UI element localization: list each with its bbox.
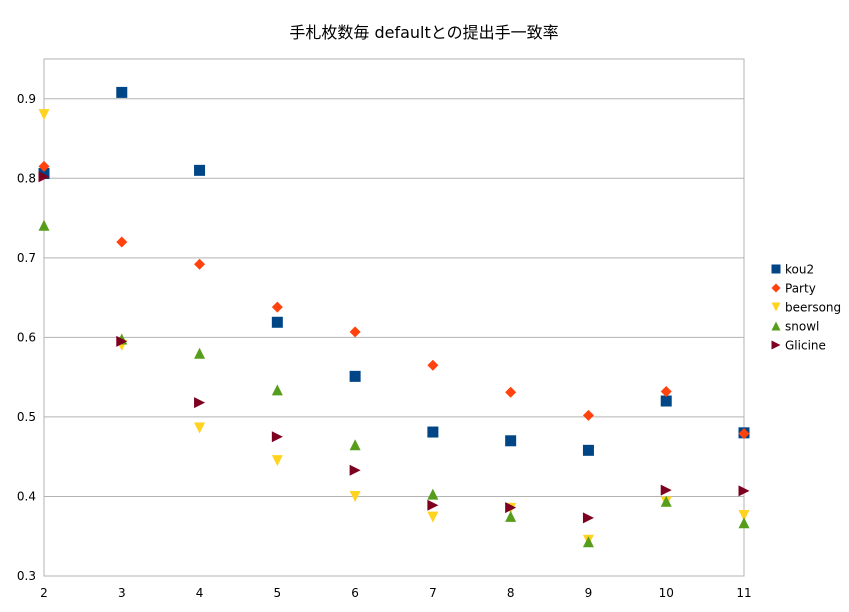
data-point	[582, 444, 594, 456]
data-point	[427, 426, 439, 438]
legend-marker	[771, 340, 781, 350]
y-tick-label: 0.3	[17, 569, 36, 583]
data-point	[349, 326, 361, 338]
data-point	[194, 347, 206, 359]
data-point	[194, 397, 206, 409]
data-point	[271, 316, 283, 328]
legend-marker	[771, 302, 781, 312]
x-tick-label: 9	[585, 586, 593, 600]
y-tick-label: 0.7	[17, 251, 36, 265]
legend: kou2 Party beersong snowl Glicine	[771, 263, 841, 353]
grid	[44, 98, 744, 577]
data-point	[505, 502, 517, 514]
data-point	[116, 236, 128, 248]
x-tick-label: 2	[40, 586, 48, 600]
legend-marker	[771, 264, 781, 274]
data-point	[738, 428, 750, 440]
data-points	[38, 86, 750, 548]
axis-labels: 0.3 0.4 0.5 0.6 0.7 0.8 0.9 2 3 4 5 6 7 8 9 10 11	[17, 92, 752, 600]
data-point	[38, 160, 50, 172]
x-tick-label: 3	[118, 586, 126, 600]
data-point	[38, 168, 50, 180]
data-point	[194, 164, 206, 176]
data-point	[427, 359, 439, 371]
data-point	[116, 335, 128, 347]
data-point	[738, 517, 750, 529]
x-tick-label: 6	[351, 586, 359, 600]
legend-label: kou2	[785, 263, 814, 277]
y-tick-label: 0.8	[17, 171, 36, 185]
data-point	[505, 435, 517, 447]
data-point	[271, 301, 283, 313]
data-point	[505, 386, 517, 398]
plot-frame	[43, 58, 745, 577]
data-point	[271, 431, 283, 443]
data-point	[271, 455, 283, 467]
data-point	[427, 488, 439, 500]
data-point	[349, 464, 361, 476]
x-tick-label: 4	[196, 586, 204, 600]
legend-marker	[771, 321, 781, 331]
x-tick-label: 8	[507, 586, 515, 600]
y-tick-label: 0.6	[17, 330, 36, 344]
legend-label: beersong	[785, 301, 841, 315]
data-point	[427, 511, 439, 523]
legend-label: Glicine	[785, 339, 826, 353]
x-tick-label: 10	[659, 586, 674, 600]
data-point	[738, 510, 750, 522]
data-point	[38, 219, 50, 231]
data-point	[271, 384, 283, 396]
legend-label: snowl	[785, 320, 819, 334]
x-tick-label: 7	[429, 586, 437, 600]
data-point	[38, 171, 50, 183]
y-tick-label: 0.4	[17, 489, 36, 503]
data-point	[582, 409, 594, 421]
x-tick-label: 11	[736, 586, 751, 600]
y-tick-label: 0.5	[17, 410, 36, 424]
chart-title: 手札枚数毎 defaultとの提出手一致率	[289, 23, 558, 42]
series-glicine	[38, 171, 750, 524]
series-party	[38, 160, 750, 440]
data-point	[349, 370, 361, 382]
data-point	[660, 385, 672, 397]
data-point	[660, 495, 672, 507]
data-point	[582, 536, 594, 548]
data-point	[427, 499, 439, 511]
data-point	[505, 510, 517, 522]
data-point	[116, 86, 128, 98]
data-point	[38, 109, 50, 121]
data-point	[194, 422, 206, 434]
x-tick-label: 5	[274, 586, 282, 600]
data-point	[660, 484, 672, 496]
data-point	[194, 258, 206, 270]
series-snowl	[38, 219, 750, 548]
legend-label: Party	[785, 282, 816, 296]
data-point	[349, 490, 361, 502]
data-point	[738, 485, 750, 497]
y-tick-label: 0.9	[17, 92, 36, 106]
data-point	[349, 439, 361, 451]
data-point	[660, 395, 672, 407]
legend-marker	[771, 283, 781, 293]
data-point	[582, 512, 594, 524]
